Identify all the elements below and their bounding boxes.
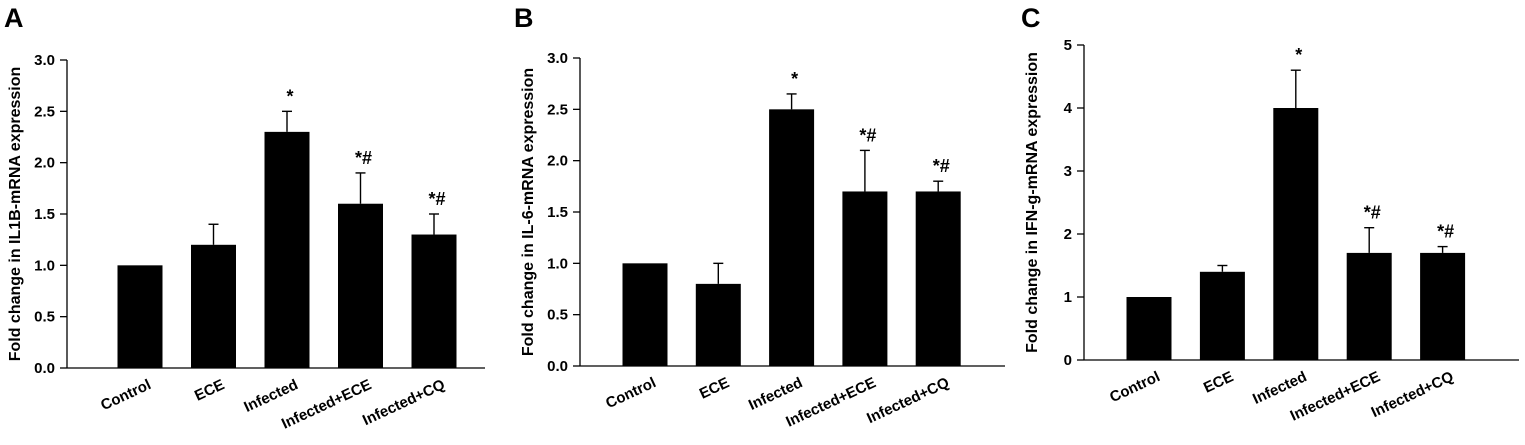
significance-marker: * xyxy=(286,86,293,106)
x-tick-label: Infected+CQ xyxy=(864,374,952,427)
significance-marker: * xyxy=(1295,45,1302,65)
chart-panel-a: A Fold change in IL1B-mRNA expression 0.0 0… xyxy=(4,3,485,433)
significance-marker: *# xyxy=(428,189,445,209)
x-tick-label: ECE xyxy=(1201,368,1236,396)
bar-infected xyxy=(1273,108,1319,360)
bar-control xyxy=(622,263,668,366)
y-tick-label: 3 xyxy=(1064,163,1072,180)
bar-infected xyxy=(264,131,310,368)
panel-label-b: B xyxy=(514,3,534,33)
bar-infected-cq xyxy=(411,234,457,368)
y-tick-label: 0.0 xyxy=(34,360,55,377)
y-tick-label: 0.5 xyxy=(34,309,55,326)
bar-infected-ece xyxy=(842,191,888,366)
y-tick-label: 0 xyxy=(1064,352,1072,369)
significance-marker: *# xyxy=(859,125,876,145)
x-tick-label: Infected+CQ xyxy=(1369,368,1457,421)
y-tick-label: 1.0 xyxy=(547,255,568,272)
y-tick-label: 5 xyxy=(1064,37,1072,54)
significance-marker: *# xyxy=(933,156,950,176)
y-axis-label: Fold change in IFN-g-mRNA expression xyxy=(1024,52,1041,353)
significance-marker: *# xyxy=(1437,222,1454,242)
significance-marker: *# xyxy=(355,148,372,168)
y-tick-label: 2.5 xyxy=(34,103,55,120)
bar-control xyxy=(117,265,163,368)
y-tick-label: 1 xyxy=(1064,289,1072,306)
significance-marker: *# xyxy=(1364,203,1381,223)
y-tick-label: 2.5 xyxy=(547,101,568,118)
bar-infected-ece xyxy=(338,203,383,368)
x-tick-label: Infected+CQ xyxy=(360,376,448,429)
x-tick-label: ECE xyxy=(192,376,227,404)
panel-label-c: C xyxy=(1021,3,1041,33)
y-axis-label: Fold change in IL-6-mRNA expression xyxy=(520,68,537,356)
y-tick-label: 1.0 xyxy=(34,257,55,274)
chart-panel-b: B Fold change in IL-6-mRNA expression 0.0 0… xyxy=(514,3,1005,431)
bar-infected-ece xyxy=(1346,252,1392,360)
panel-label-a: A xyxy=(4,3,24,33)
y-tick-label: 2.0 xyxy=(547,153,568,170)
bar-ece xyxy=(695,283,741,366)
bar-infected-cq xyxy=(1420,252,1466,360)
bar-control xyxy=(1126,297,1172,360)
y-tick-label: 2.0 xyxy=(34,155,55,172)
x-tick-label: Infected xyxy=(241,376,300,416)
y-tick-label: 4 xyxy=(1064,100,1073,117)
bar-infected xyxy=(769,109,815,366)
x-tick-label: Control xyxy=(1107,368,1163,406)
y-tick-label: 2 xyxy=(1064,226,1072,243)
significance-marker: * xyxy=(791,69,798,89)
y-tick-label: 1.5 xyxy=(34,206,55,223)
y-tick-label: 0.5 xyxy=(547,307,568,324)
chart-panel-c: C Fold change in IFN-g-mRNA expression 0 1 2… xyxy=(1021,3,1519,425)
y-tick-label: 3.0 xyxy=(547,50,568,67)
x-tick-label: ECE xyxy=(697,374,732,402)
x-tick-label: Control xyxy=(98,376,154,414)
y-tick-label: 3.0 xyxy=(34,52,55,69)
x-tick-label: Infected xyxy=(746,374,805,414)
bar-infected-cq xyxy=(915,191,961,366)
y-axis-label: Fold change in IL1B-mRNA expression xyxy=(7,67,24,362)
bar-ece xyxy=(191,244,236,368)
y-tick-label: 0.0 xyxy=(547,358,568,375)
bar-ece xyxy=(1199,271,1245,360)
x-tick-label: Infected xyxy=(1250,368,1309,408)
y-tick-label: 1.5 xyxy=(547,204,568,221)
x-tick-label: Control xyxy=(603,374,659,412)
